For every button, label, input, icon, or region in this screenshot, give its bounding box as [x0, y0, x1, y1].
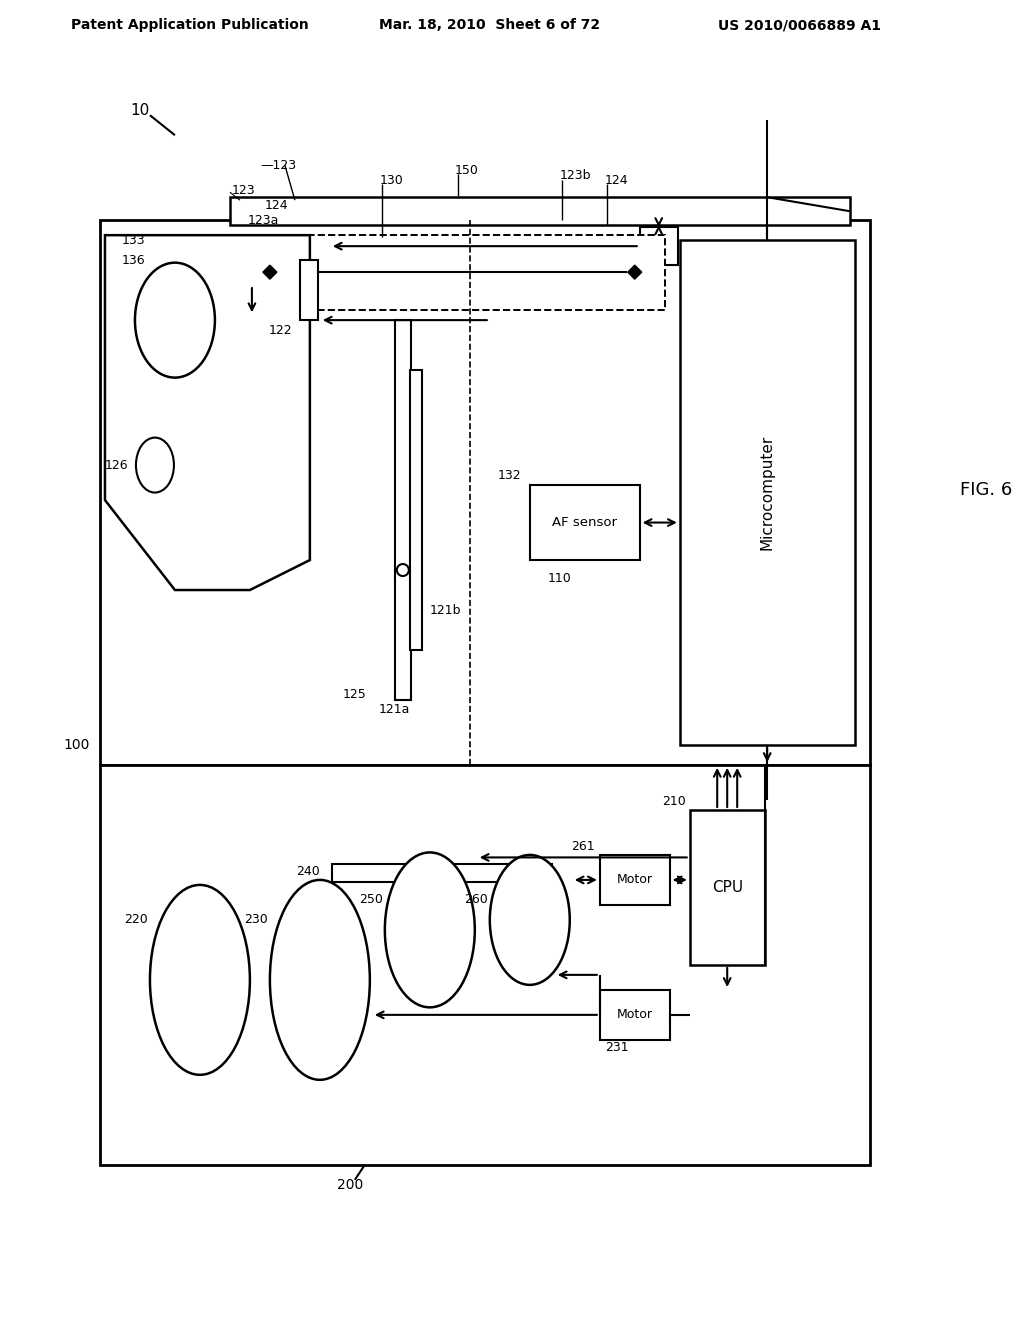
Polygon shape: [104, 235, 310, 590]
Text: 220: 220: [124, 913, 147, 927]
Bar: [600, 990, 670, 1040]
Ellipse shape: [270, 880, 370, 1080]
Text: 260: 260: [464, 894, 487, 907]
Text: 230: 230: [244, 913, 268, 927]
Text: 126: 126: [104, 458, 128, 471]
Text: 130: 130: [380, 174, 403, 186]
Bar: [300, 260, 317, 321]
Ellipse shape: [150, 884, 250, 1074]
Polygon shape: [263, 265, 276, 279]
Polygon shape: [628, 265, 642, 279]
Text: 121b: 121b: [430, 603, 462, 616]
Text: 124: 124: [605, 174, 629, 186]
Text: CPU: CPU: [712, 880, 742, 895]
Ellipse shape: [135, 263, 215, 378]
Text: 250: 250: [359, 894, 383, 907]
Ellipse shape: [489, 855, 569, 985]
Text: 150: 150: [455, 164, 478, 177]
Text: Motor: Motor: [616, 874, 652, 887]
Bar: [600, 855, 670, 906]
Text: FIG. 6: FIG. 6: [959, 480, 1012, 499]
Bar: [680, 240, 855, 744]
Bar: [234, 235, 665, 310]
Text: 200: 200: [337, 1177, 362, 1192]
Text: 133: 133: [121, 234, 145, 247]
Bar: [332, 863, 552, 882]
Bar: [529, 484, 640, 560]
Text: —123: —123: [260, 158, 296, 172]
Text: 132: 132: [498, 469, 522, 482]
Bar: [410, 370, 422, 649]
Bar: [100, 766, 869, 1164]
Bar: [230, 197, 850, 226]
Text: 231: 231: [605, 1041, 629, 1055]
Text: 210: 210: [662, 796, 686, 808]
Ellipse shape: [385, 853, 475, 1007]
Text: AF sensor: AF sensor: [552, 516, 617, 529]
Text: 261: 261: [571, 841, 595, 854]
Text: 122: 122: [268, 323, 292, 337]
Text: 124: 124: [265, 199, 289, 211]
Ellipse shape: [136, 438, 174, 492]
Bar: [395, 321, 411, 700]
Text: 100: 100: [63, 738, 90, 752]
Bar: [300, 238, 529, 260]
Text: 110: 110: [548, 572, 571, 585]
Text: 10: 10: [130, 103, 150, 117]
Bar: [640, 227, 678, 265]
Text: Mar. 18, 2010  Sheet 6 of 72: Mar. 18, 2010 Sheet 6 of 72: [379, 18, 600, 32]
Text: 240: 240: [296, 866, 319, 878]
Text: US 2010/0066889 A1: US 2010/0066889 A1: [718, 18, 882, 32]
Text: Motor: Motor: [616, 1008, 652, 1022]
Text: 123a: 123a: [248, 214, 280, 227]
Text: 121a: 121a: [379, 704, 411, 717]
Bar: [100, 220, 869, 766]
Text: 125: 125: [343, 689, 367, 701]
Bar: [690, 810, 765, 965]
Text: 123b: 123b: [560, 169, 591, 182]
Text: Patent Application Publication: Patent Application Publication: [71, 18, 309, 32]
Text: 123: 123: [231, 183, 256, 197]
Bar: [238, 257, 266, 285]
Text: 136: 136: [121, 253, 145, 267]
Text: Microcomputer: Microcomputer: [760, 436, 775, 550]
